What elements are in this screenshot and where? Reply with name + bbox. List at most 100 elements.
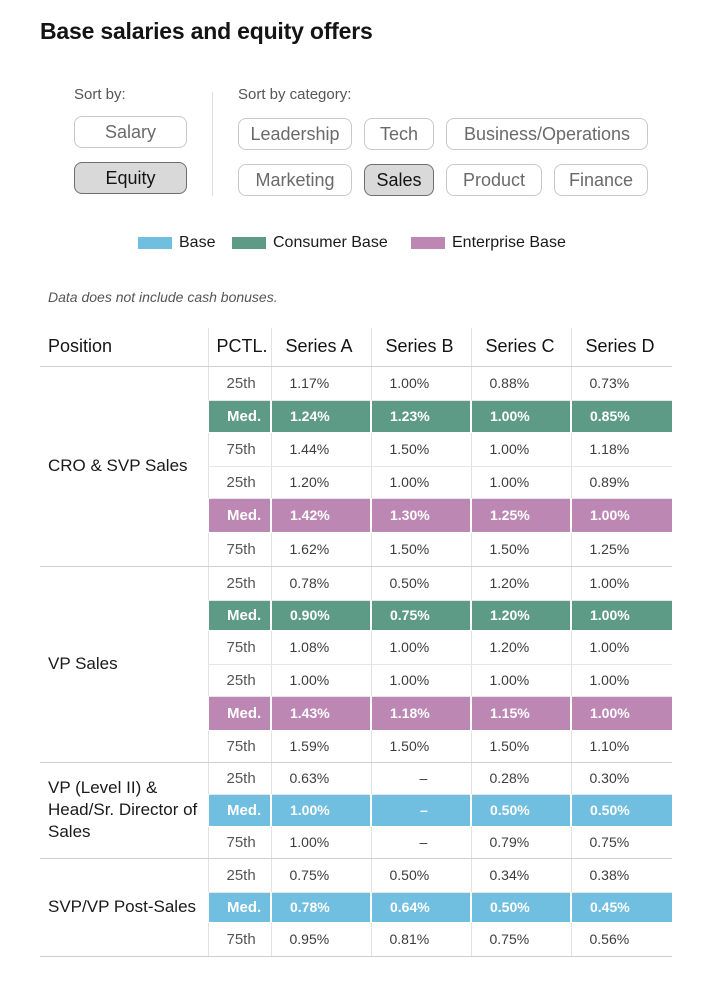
header-position: Position [40, 328, 208, 367]
category-finance-button[interactable]: Finance [554, 164, 648, 196]
table-row: 75th 1.08% 1.00% 1.20% 1.00% [40, 630, 672, 665]
value-cell: 1.00% [470, 466, 571, 499]
percentile-cell: 75th [207, 532, 271, 567]
category-sales-button[interactable]: Sales [364, 164, 434, 196]
value-cell: 0.79% [470, 826, 571, 859]
table-row: Med. 0.78% 0.64% 0.50% 0.45% [40, 892, 672, 923]
value-cell: 0.38% [570, 858, 672, 893]
value-cell: 0.64% [370, 892, 471, 923]
value-cell: 1.15% [470, 696, 571, 731]
value-cell: 1.50% [370, 730, 471, 763]
value-cell: – [370, 762, 471, 795]
sort-salary-button[interactable]: Salary [74, 116, 187, 148]
legend-enterprise-base: Enterprise Base [411, 234, 566, 252]
percentile-cell: Med. [207, 696, 271, 731]
category-product-button[interactable]: Product [446, 164, 542, 196]
table-row: Med. 1.00% –0.50% 0.50% [40, 794, 672, 827]
value-cell: 0.30% [570, 762, 672, 795]
value-cell: 0.90% [270, 600, 371, 631]
legend-base: Base [138, 234, 215, 252]
value-cell: 1.20% [470, 630, 571, 665]
value-cell: 1.50% [370, 432, 471, 467]
value-cell: 1.00% [370, 366, 471, 401]
percentile-cell: Med. [207, 498, 271, 533]
table-row: Med. 1.42% 1.30% 1.25% 1.00% [40, 498, 672, 533]
percentile-cell: 75th [207, 826, 271, 859]
percentile-cell: 75th [207, 730, 271, 763]
value-cell: 0.75% [370, 600, 471, 631]
value-cell: 1.00% [470, 400, 571, 433]
value-cell: 0.50% [370, 858, 471, 893]
category-marketing-button[interactable]: Marketing [238, 164, 352, 196]
position-cell: CRO & SVP Sales [40, 366, 208, 567]
value-cell: 0.75% [470, 922, 571, 957]
percentile-cell: Med. [207, 600, 271, 631]
category-business-operations-button[interactable]: Business/Operations [446, 118, 648, 150]
category-tech-button[interactable]: Tech [364, 118, 434, 150]
table-row: VP (Level II) & Head/Sr. Director of Sal… [40, 762, 672, 859]
table-row: CRO & SVP Sales 25th 1.17% 1.00% 0.88% 0.73% [40, 366, 672, 567]
value-cell: 1.08% [270, 630, 371, 665]
percentile-cell: 75th [207, 630, 271, 665]
value-cell: 1.00% [270, 794, 371, 827]
legend-swatch-base [138, 237, 172, 249]
value-cell: 0.63% [270, 762, 371, 795]
value-cell: 0.75% [570, 826, 672, 859]
percentile-cell: 25th [207, 566, 271, 601]
legend-label-consumer-base: Consumer Base [273, 234, 388, 251]
percentile-cell: 75th [207, 922, 271, 957]
sort-divider [212, 92, 213, 196]
value-cell: 1.30% [370, 498, 471, 533]
percentile-cell: 75th [207, 432, 271, 467]
table-row: Med. 1.24% 1.23% 1.00% 0.85% [40, 400, 672, 433]
value-cell: 1.00% [270, 664, 371, 697]
value-cell: 0.78% [270, 892, 371, 923]
value-cell: 1.00% [270, 826, 371, 859]
page-title: Base salaries and equity offers [40, 18, 373, 44]
value-cell: 1.18% [570, 432, 672, 467]
value-cell: 1.00% [570, 630, 672, 665]
position-cell: VP (Level II) & Head/Sr. Director of Sal… [40, 762, 208, 859]
equity-table: Position PCTL. Series A Series B Series … [40, 328, 672, 957]
value-cell: 1.00% [470, 432, 571, 467]
value-cell: 1.20% [470, 566, 571, 601]
header-series-c: Series C [470, 328, 571, 367]
value-cell: 0.50% [470, 794, 571, 827]
value-cell: 1.20% [470, 600, 571, 631]
percentile-cell: 25th [207, 466, 271, 499]
value-cell: 0.81% [370, 922, 471, 957]
value-cell: 1.00% [570, 664, 672, 697]
legend-label-enterprise-base: Enterprise Base [452, 234, 566, 251]
table-row: Med. 1.43% 1.18% 1.15% 1.00% [40, 696, 672, 731]
value-cell: 1.50% [470, 532, 571, 567]
table-row: 75th 1.62% 1.50% 1.50% 1.25% [40, 532, 672, 567]
table-header-row: Position PCTL. Series A Series B Series … [40, 328, 672, 367]
sort-by-category-label: Sort by category: [238, 86, 352, 103]
value-cell: 1.25% [570, 532, 672, 567]
value-cell: 1.50% [470, 730, 571, 763]
value-cell: 1.62% [270, 532, 371, 567]
value-cell: 1.44% [270, 432, 371, 467]
table-row: 75th 1.00% –0.79% 0.75% [40, 826, 672, 859]
value-cell: 0.50% [470, 892, 571, 923]
header-series-a: Series A [270, 328, 371, 367]
table-row: SVP/VP Post-Sales 25th 0.75% 0.50% 0.34% 0.38… [40, 858, 672, 957]
value-cell: 0.56% [570, 922, 672, 957]
value-cell: 0.34% [470, 858, 571, 893]
value-cell: 1.50% [370, 532, 471, 567]
legend-label-base: Base [179, 234, 216, 251]
table-row: VP Sales 25th 0.78% 0.50% 1.20% 1.00% [40, 566, 672, 763]
header-series-d: Series D [570, 328, 672, 367]
table-row: 25th 1.20% 1.00% 1.00% 0.89% [40, 466, 672, 499]
value-cell: 1.24% [270, 400, 371, 433]
percentile-cell: Med. [207, 892, 271, 923]
value-cell: 0.28% [470, 762, 571, 795]
value-cell: 1.00% [370, 630, 471, 665]
percentile-cell: 25th [207, 366, 271, 401]
value-cell: 1.43% [270, 696, 371, 731]
category-leadership-button[interactable]: Leadership [238, 118, 352, 150]
value-cell: 1.00% [570, 600, 672, 631]
sort-equity-button[interactable]: Equity [74, 162, 187, 194]
table-row: 25th 1.00% 1.00% 1.00% 1.00% [40, 664, 672, 697]
legend-consumer-base: Consumer Base [232, 234, 388, 252]
